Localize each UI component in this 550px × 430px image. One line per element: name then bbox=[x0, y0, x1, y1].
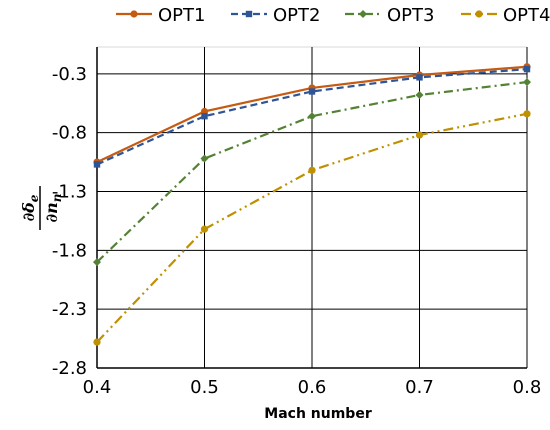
y-tick-label: -1.8 bbox=[52, 240, 87, 261]
legend-item-opt4: OPT4 bbox=[461, 5, 550, 26]
legend-marker bbox=[130, 10, 138, 18]
legend-marker bbox=[359, 10, 367, 18]
legend-item-opt2: OPT2 bbox=[231, 5, 320, 26]
data-point bbox=[308, 166, 316, 174]
series-opt4 bbox=[93, 110, 531, 346]
data-point bbox=[308, 88, 316, 95]
data-point bbox=[415, 91, 424, 100]
x-axis-label: Mach number bbox=[264, 406, 372, 422]
y-tick-label: -2.8 bbox=[52, 358, 87, 379]
legend-item-opt1: OPT1 bbox=[116, 5, 205, 26]
series-lines bbox=[93, 63, 531, 346]
axes: -0.3 -0.8 -1.3 -1.8 -2.3 -2.80.4 0.5 0.6 0.7 0.8 bbox=[52, 47, 541, 398]
data-point bbox=[523, 78, 531, 87]
data-point bbox=[308, 112, 316, 121]
legend-item-opt3: OPT3 bbox=[345, 5, 434, 26]
series-opt3 bbox=[93, 78, 531, 267]
series-line bbox=[96, 68, 528, 166]
x-tick-label: 0.5 bbox=[190, 377, 219, 398]
legend-marker bbox=[475, 10, 483, 18]
y-axis-label: ∂δe ∂nn bbox=[19, 186, 64, 230]
x-tick-label: 0.4 bbox=[83, 377, 112, 398]
data-point bbox=[416, 74, 423, 81]
legend-label: OPT1 bbox=[158, 5, 205, 26]
legend: OPT1 OPT2 OPT3 OPT4 bbox=[116, 5, 550, 26]
y-axis-label-numerator: ∂δe bbox=[19, 194, 41, 221]
y-axis-label-denominator: ∂nn bbox=[42, 194, 64, 223]
data-point bbox=[415, 131, 424, 139]
data-point bbox=[200, 225, 209, 233]
y-tick-label: -1.3 bbox=[52, 181, 87, 202]
data-point bbox=[93, 258, 101, 267]
legend-marker bbox=[245, 10, 253, 18]
series-opt2 bbox=[93, 65, 531, 168]
x-tick-label: 0.8 bbox=[513, 377, 542, 398]
x-tick-label: 0.7 bbox=[405, 377, 434, 398]
data-point bbox=[200, 154, 209, 163]
legend-label: OPT4 bbox=[503, 5, 550, 26]
x-tick-label: 0.6 bbox=[298, 377, 327, 398]
y-tick-label: -0.3 bbox=[52, 64, 87, 85]
data-point bbox=[201, 112, 208, 120]
y-tick-label: -2.3 bbox=[52, 299, 87, 320]
y-tick-label: -0.8 bbox=[52, 123, 87, 144]
series-line bbox=[96, 80, 528, 263]
legend-label: OPT2 bbox=[273, 5, 320, 26]
data-point bbox=[523, 65, 531, 73]
legend-label: OPT3 bbox=[387, 5, 434, 26]
data-point bbox=[523, 110, 531, 118]
data-point bbox=[93, 338, 101, 346]
data-point bbox=[93, 161, 101, 168]
